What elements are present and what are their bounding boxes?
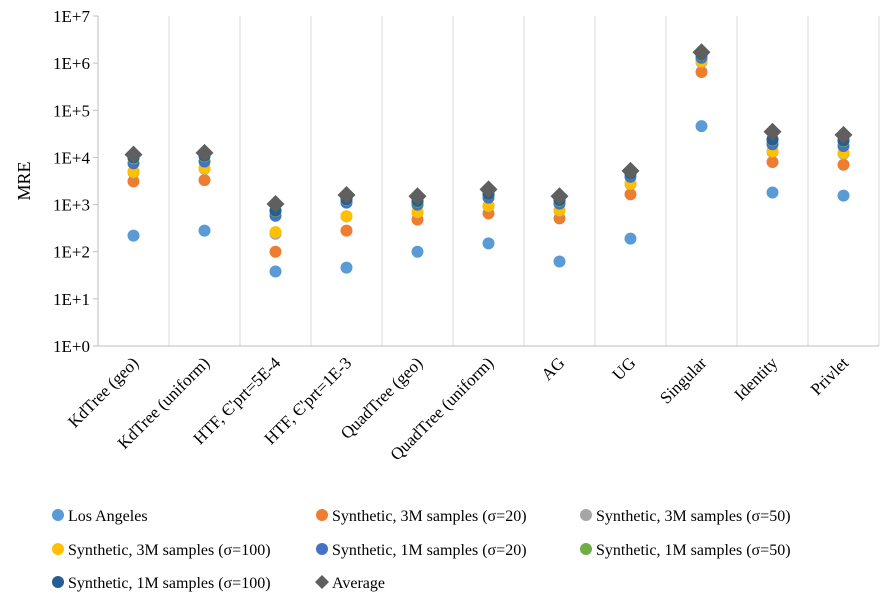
- x-tick-label: KdTree (geo): [64, 353, 142, 431]
- data-point: [624, 232, 637, 245]
- data-point: [269, 226, 282, 239]
- data-point: [127, 229, 140, 242]
- legend-label: Synthetic, 3M samples (σ=20): [332, 508, 527, 525]
- legend-marker: [580, 543, 592, 555]
- series-0: [127, 120, 850, 278]
- average-point: [550, 187, 569, 206]
- y-axis-title: MRE: [14, 161, 34, 200]
- data-point: [127, 165, 140, 178]
- legend-label: Average: [332, 575, 385, 592]
- data-point: [340, 224, 353, 237]
- data-point: [127, 175, 140, 188]
- series-1: [127, 65, 850, 258]
- data-point: [553, 255, 566, 268]
- legend-label: Synthetic, 1M samples (σ=20): [332, 542, 527, 559]
- x-tick-label: Identity: [730, 353, 781, 404]
- average-point: [621, 161, 640, 180]
- data-point: [269, 245, 282, 258]
- average-point: [763, 122, 782, 141]
- average-point: [124, 145, 143, 164]
- y-tick-label: 1E+2: [53, 243, 90, 262]
- legend-marker: [580, 509, 592, 521]
- y-tick-label: 1E+5: [53, 101, 90, 120]
- x-tick-label: UG: [609, 353, 640, 384]
- legend-label: Synthetic, 3M samples (σ=50): [596, 508, 791, 525]
- data-point: [837, 189, 850, 202]
- y-tick-label: 1E+7: [53, 7, 90, 26]
- grid: [97, 16, 880, 346]
- legend-item: Average: [315, 575, 385, 592]
- x-tick-labels: KdTree (geo)KdTree (uniform)HTF, Є'prt=5…: [64, 353, 852, 464]
- data-point: [482, 237, 495, 250]
- data-point: [837, 158, 850, 171]
- average-point: [834, 125, 853, 144]
- average-point: [692, 43, 711, 62]
- x-tick-label: Singular: [656, 353, 710, 407]
- data-point: [340, 261, 353, 274]
- legend: Los Angeles Synthetic, 3M samples (σ=20) S…: [52, 508, 791, 592]
- average-point: [479, 180, 498, 199]
- legend-marker: [316, 543, 328, 555]
- data-marks: [124, 43, 853, 278]
- legend-item: Synthetic, 1M samples (σ=100): [52, 575, 271, 592]
- data-point: [624, 188, 637, 201]
- data-point: [766, 186, 779, 199]
- y-tick-label: 1E+6: [53, 54, 90, 73]
- average-point: [266, 194, 285, 213]
- data-point: [695, 65, 708, 78]
- axes: [93, 15, 879, 347]
- data-point: [766, 155, 779, 168]
- data-point: [695, 120, 708, 133]
- y-tick-labels: 1E+0 1E+1 1E+2 1E+3 1E+4 1E+5 1E+6 1E+7: [53, 7, 90, 356]
- average-point: [337, 185, 356, 204]
- y-tick-label: 1E+4: [53, 148, 90, 167]
- y-tick-label: 1E+1: [53, 290, 90, 309]
- series-7: [124, 43, 853, 213]
- series-2: [127, 56, 850, 240]
- data-point: [269, 265, 282, 278]
- series-3: [127, 55, 850, 239]
- legend-marker: [52, 543, 64, 555]
- data-point: [411, 245, 424, 258]
- legend-label: Synthetic, 1M samples (σ=100): [68, 575, 271, 592]
- legend-item: Synthetic, 1M samples (σ=50): [580, 542, 791, 559]
- legend-item: Synthetic, 3M samples (σ=100): [52, 542, 271, 559]
- x-tick-label: AG: [538, 353, 569, 384]
- legend-label: Los Angeles: [68, 508, 148, 525]
- data-point: [340, 210, 353, 223]
- legend-marker: [315, 575, 329, 589]
- legend-item: Synthetic, 3M samples (σ=20): [316, 508, 527, 525]
- legend-label: Synthetic, 3M samples (σ=100): [68, 542, 271, 559]
- legend-item: Los Angeles: [52, 508, 148, 525]
- average-point: [408, 187, 427, 206]
- legend-item: Synthetic, 3M samples (σ=50): [580, 508, 791, 525]
- legend-item: Synthetic, 1M samples (σ=20): [316, 542, 527, 559]
- legend-label: Synthetic, 1M samples (σ=50): [596, 542, 791, 559]
- legend-marker: [52, 576, 64, 588]
- data-point: [198, 224, 211, 237]
- average-point: [195, 143, 214, 162]
- legend-marker: [316, 509, 328, 521]
- x-tick-label: Privlet: [807, 353, 853, 399]
- data-point: [198, 174, 211, 187]
- y-tick-label: 1E+0: [53, 337, 90, 356]
- legend-marker: [52, 509, 64, 521]
- y-tick-label: 1E+3: [53, 196, 90, 215]
